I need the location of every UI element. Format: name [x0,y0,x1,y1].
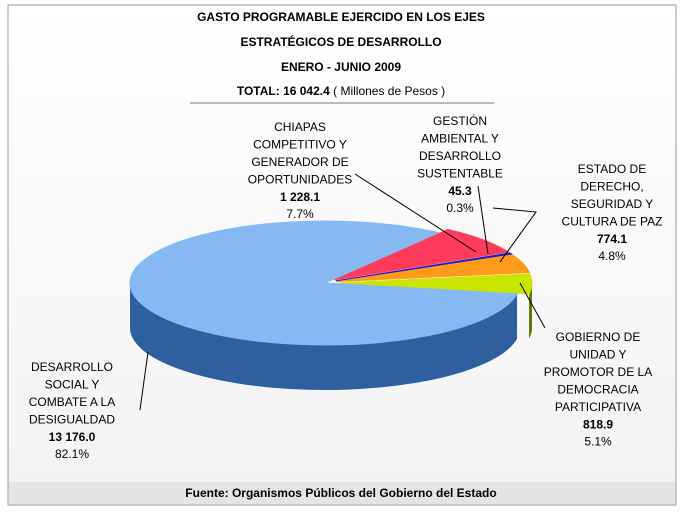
footer-band [9,482,675,504]
leader-line [519,282,546,329]
percent-label: 5.1% [584,435,612,449]
percent-label: 82.1% [55,447,89,461]
slice [336,273,533,295]
percent-label: 4.8% [598,249,626,263]
chart-subtitle: ENERO - JUNIO 2009 [281,60,401,74]
value-label: 45.3 [448,184,472,198]
slice-label: GESTIÓN AMBIENTAL Y DESARROLLO SUSTENTABLE [417,113,503,181]
slice [336,254,531,283]
chart-title: GASTO PROGRAMABLE EJERCIDO EN LOS EJES ES… [197,10,485,49]
value-label: 774.1 [597,232,627,246]
leader-line [492,207,537,263]
slice [129,220,518,346]
leader-line [477,185,489,255]
slice-label: DESARROLLO SOCIAL Y COMBATE A LA DESIGUALDA… [29,360,116,427]
slice-side [529,283,532,339]
leader-line [139,351,149,411]
leader-line [354,173,477,253]
slice-label: GOBIERNO DE UNIDAD Y PROMOTOR DE LA DEMOCRA… [544,330,652,414]
slice [335,252,513,282]
total-caption: TOTAL: [237,84,280,98]
slice-label: CHIAPAS COMPETITIVO Y GENERADOR DE OPORTUNI… [248,120,352,187]
total-line: TOTAL: 16 042.4 ( Millones de Pesos ) [237,84,445,98]
total-value: 16 042.4 [283,84,330,98]
percent-label: 7.7% [286,207,314,221]
slice-label: ESTADO DE DERECHO, SEGURIDAD Y CULTURA DE P… [562,162,663,229]
value-label: 818.9 [583,418,613,432]
units: ( Millones de Pesos ) [333,84,445,98]
value-label: 1 228.1 [280,190,320,204]
percent-label: 0.3% [446,201,474,215]
slice-side [130,283,518,391]
source: Fuente: Organismos Públicos del Gobierno… [185,486,496,500]
value-label: 13 176.0 [49,430,96,444]
